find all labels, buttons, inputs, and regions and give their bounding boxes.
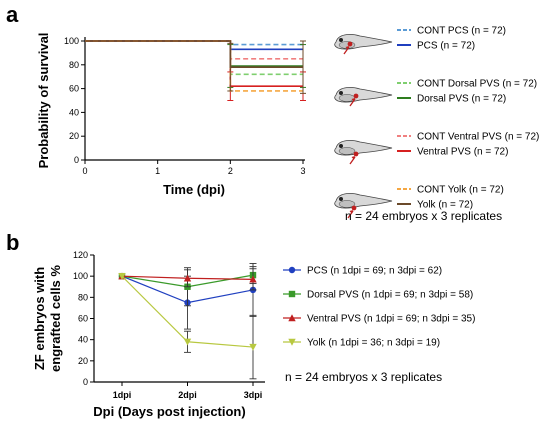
panel-a-letter: a bbox=[6, 2, 19, 27]
survival-x-axis-title: Time (dpi) bbox=[163, 182, 225, 197]
zebrafish-embryo-icon bbox=[334, 34, 393, 55]
engraftment-legend-marker-pcs bbox=[288, 266, 296, 274]
injection-site-marker bbox=[353, 93, 359, 99]
zebrafish-embryo-icon bbox=[334, 140, 393, 165]
survival-legend-label-dorsal-pvs: Dorsal PVS (n = 72) bbox=[417, 94, 506, 105]
survival-legend-label-cont-ventral-pvs: CONT Ventral PVS (n = 72) bbox=[417, 132, 539, 143]
engraftment-y-tick-label: 120 bbox=[73, 250, 88, 260]
engraftment-legend-marker-dorsal-pvs bbox=[288, 290, 296, 298]
fish-yolk-shape bbox=[338, 147, 356, 155]
zebrafish-embryo-icon bbox=[334, 193, 393, 219]
survival-y-axis-title: Probability of survival bbox=[36, 33, 51, 169]
panel-b-letter: b bbox=[6, 230, 19, 255]
engraftment-y-tick-label: 0 bbox=[83, 377, 88, 387]
fish-eye-shape bbox=[339, 144, 343, 148]
engraftment-y-tick-label: 100 bbox=[73, 271, 88, 281]
survival-y-tick-label: 60 bbox=[69, 84, 79, 94]
engraftment-chart: 0 20 40 60 80 100 120 1dpi 2dpi 3dpi Dpi (Days pos… bbox=[32, 250, 265, 419]
engraftment-point-ventral-pvs bbox=[183, 274, 192, 282]
survival-y-tick-label: 80 bbox=[69, 60, 79, 70]
injection-site-marker bbox=[351, 205, 357, 211]
injection-arrow-head bbox=[349, 210, 353, 214]
engraftment-legend: PCS (n 1dpi = 69; n 3dpi = 62) Dorsal PVS… bbox=[283, 266, 475, 349]
fish-yolk-shape bbox=[338, 94, 356, 102]
engraftment-y-axis-title-line: ZF embryos with bbox=[32, 267, 47, 370]
fish-yolk-shape bbox=[338, 200, 356, 208]
injection-site-marker bbox=[347, 41, 353, 47]
engraftment-y-tick-label: 60 bbox=[78, 314, 88, 324]
engraftment-y-tick-label: 40 bbox=[78, 335, 88, 345]
survival-legend-label-ventral-pvs: Ventral PVS (n = 72) bbox=[417, 147, 508, 158]
survival-legend-label-cont-yolk: CONT Yolk (n = 72) bbox=[417, 185, 504, 196]
survival-legend: CONT PCS (n = 72) PCS (n = 72) CONT Dorsal… bbox=[397, 26, 539, 211]
engraftment-point-yolk bbox=[249, 343, 257, 351]
survival-y-tick-label: 40 bbox=[69, 107, 79, 117]
survival-legend-label-cont-dorsal-pvs: CONT Dorsal PVS (n = 72) bbox=[417, 79, 537, 90]
panel-b-replicates-note: n = 24 embryos x 3 replicates bbox=[285, 370, 442, 384]
injection-site-marker bbox=[353, 151, 359, 157]
survival-y-tick-label: 20 bbox=[69, 131, 79, 141]
survival-legend-label-yolk: Yolk (n = 72) bbox=[417, 200, 473, 211]
survival-series-cont-dorsal-pvs bbox=[85, 40, 303, 76]
engraftment-y-tick-label: 20 bbox=[78, 356, 88, 366]
engraftment-x-tick-label: 3dpi bbox=[244, 390, 263, 400]
engraftment-legend-label-yolk: Yolk (n 1dpi = 36; n 3dpi = 19) bbox=[307, 338, 440, 349]
engraftment-x-tick-label: 1dpi bbox=[113, 390, 132, 400]
engraftment-legend-label-ventral-pvs: Ventral PVS (n 1dpi = 69; n 3dpi = 35) bbox=[307, 314, 475, 325]
engraftment-x-axis-title: Dpi (Days post injection) bbox=[93, 404, 245, 419]
zebrafish-embryo-icon bbox=[334, 87, 393, 107]
survival-x-tick-label: 1 bbox=[155, 166, 160, 176]
survival-x-tick-label: 2 bbox=[228, 166, 233, 176]
injection-site-illustrations bbox=[334, 34, 393, 219]
injection-arrow-head bbox=[351, 98, 355, 102]
survival-y-tick-label: 100 bbox=[64, 36, 79, 46]
survival-legend-label-pcs: PCS (n = 72) bbox=[417, 41, 475, 52]
engraftment-y-axis-title-line: engrafted cells % bbox=[48, 265, 63, 372]
engraftment-point-ventral-pvs bbox=[249, 275, 257, 283]
engraftment-point-yolk bbox=[183, 338, 192, 346]
survival-legend-label-cont-pcs: CONT PCS (n = 72) bbox=[417, 26, 506, 37]
survival-y-tick-label: 0 bbox=[74, 155, 79, 165]
survival-series-ventral-pvs bbox=[85, 40, 303, 88]
engraftment-x-tick-label: 2dpi bbox=[178, 390, 197, 400]
fish-eye-shape bbox=[339, 91, 343, 95]
survival-x-tick-label: 3 bbox=[300, 166, 305, 176]
survival-x-tick-label: 0 bbox=[82, 166, 87, 176]
engraftment-legend-marker-ventral-pvs bbox=[288, 314, 296, 322]
survival-chart: 0 1 2 3 0 20 40 60 80 100 Time (dpi) Probability of… bbox=[36, 33, 306, 197]
engraftment-legend-label-pcs: PCS (n 1dpi = 69; n 3dpi = 62) bbox=[307, 266, 442, 277]
injection-arrow-head bbox=[351, 156, 355, 160]
engraftment-y-tick-label: 80 bbox=[78, 292, 88, 302]
panel-a-replicates-note: n = 24 embryos x 3 replicates bbox=[345, 209, 502, 223]
fish-eye-shape bbox=[339, 197, 343, 201]
engraftment-legend-label-dorsal-pvs: Dorsal PVS (n 1dpi = 69; n 3dpi = 58) bbox=[307, 290, 473, 301]
engraftment-point-yolk bbox=[118, 272, 126, 280]
engraftment-legend-marker-yolk bbox=[288, 338, 296, 346]
fish-eye-shape bbox=[339, 38, 343, 42]
injection-arrow-head bbox=[345, 46, 349, 50]
